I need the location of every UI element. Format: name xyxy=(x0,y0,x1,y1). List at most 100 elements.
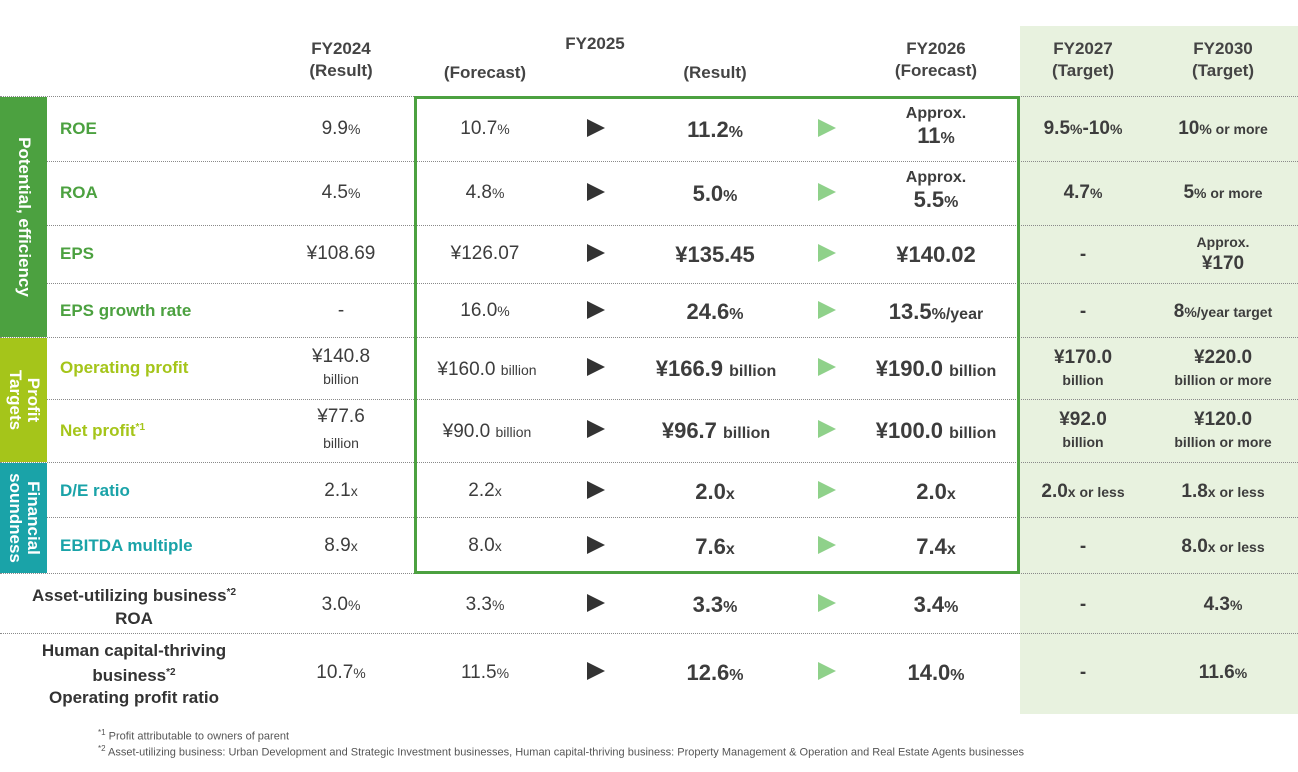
eps-fy2025-result: ¥135.45 xyxy=(675,242,755,267)
roa-fy2025-result: 5.0% xyxy=(692,181,738,206)
header-fy2025-forecast: (Forecast) xyxy=(443,63,527,82)
arrow-dark-icon xyxy=(587,244,605,262)
roa-fy2025-forecast: 4.8% xyxy=(465,182,505,203)
asset-roa-fy2025-result: 3.3% xyxy=(692,592,738,617)
roe-fy2027-target: 9.5%-10% xyxy=(1043,118,1123,139)
row-label-human-capital-op-ratio: Human capital-thriving business*2 Operat… xyxy=(41,641,227,707)
op-profit-fy2025-forecast: ¥160.0 billion xyxy=(437,359,537,380)
op-profit-fy2027-target: ¥170.0 billion xyxy=(1053,347,1113,388)
row-label-de-ratio: D/E ratio xyxy=(60,481,130,500)
header-fy2025-result: (Result) xyxy=(683,63,747,82)
eps-growth-fy2024: - xyxy=(337,300,345,321)
ebitda-fy2025-forecast: 8.0x xyxy=(468,535,502,556)
row-divider xyxy=(47,517,1298,518)
op-profit-fy2026-forecast: ¥190.0 billion xyxy=(875,356,997,381)
row-divider xyxy=(47,399,1298,400)
row-divider xyxy=(47,225,1298,226)
ebitda-fy2026-forecast: 7.4x xyxy=(916,534,956,559)
arrow-dark-icon xyxy=(587,301,605,319)
de-ratio-fy2027-target: 2.0x or less xyxy=(1041,481,1125,502)
row-label-roe: ROE xyxy=(60,119,97,138)
target-columns-background xyxy=(1020,26,1298,714)
eps-growth-fy2025-result: 24.6% xyxy=(686,299,744,324)
arrow-green-icon xyxy=(818,594,836,612)
row-divider xyxy=(47,283,1298,284)
asset-roa-fy2030-target: 4.3% xyxy=(1203,594,1243,615)
header-fy2027: FY2027 (Target) xyxy=(1051,39,1114,80)
band-potential-efficiency: Potential, efficiency xyxy=(0,97,47,337)
band-profit-targets: Profit Targets xyxy=(0,338,47,462)
asset-roa-fy2025-forecast: 3.3% xyxy=(465,594,505,615)
row-label-eps-growth-rate: EPS growth rate xyxy=(60,301,192,320)
row-label-eps: EPS xyxy=(60,244,95,263)
asset-roa-fy2024: 3.0% xyxy=(321,594,361,615)
arrow-green-icon xyxy=(818,481,836,499)
de-ratio-fy2030-target: 1.8x or less xyxy=(1181,481,1265,502)
de-ratio-fy2024: 2.1x xyxy=(324,480,358,501)
ebitda-fy2030-target: 8.0x or less xyxy=(1181,536,1265,557)
human-op-fy2025-result: 12.6% xyxy=(686,660,744,685)
header-fy2025: FY2025 xyxy=(565,34,625,53)
arrow-green-icon xyxy=(818,420,836,438)
arrow-dark-icon xyxy=(587,662,605,680)
row-divider xyxy=(0,462,1298,463)
op-profit-fy2030-target: ¥220.0 billion or more xyxy=(1174,347,1272,388)
ebitda-fy2027-target: - xyxy=(1079,536,1087,557)
roe-fy2024: 9.9% xyxy=(321,118,361,139)
eps-growth-fy2030-target: 8%/year target xyxy=(1173,301,1273,322)
arrow-green-icon xyxy=(818,183,836,201)
roe-fy2025-forecast: 10.7% xyxy=(460,118,510,139)
roa-fy2027-target: 4.7% xyxy=(1063,182,1103,203)
eps-fy2030-target: Approx. ¥170 xyxy=(1196,234,1250,274)
row-divider xyxy=(0,337,1298,338)
eps-growth-fy2025-forecast: 16.0% xyxy=(460,300,510,321)
ebitda-fy2025-result: 7.6x xyxy=(695,534,735,559)
eps-growth-fy2026-forecast: 13.5%/year xyxy=(888,299,984,324)
roa-fy2030-target: 5% or more xyxy=(1183,182,1263,203)
op-profit-fy2025-result: ¥166.9 billion xyxy=(655,356,777,381)
net-profit-fy2030-target: ¥120.0 billion or more xyxy=(1174,409,1272,450)
row-label-ebitda-multiple: EBITDA multiple xyxy=(60,536,193,555)
arrow-green-icon xyxy=(818,119,836,137)
eps-fy2024: ¥108.69 xyxy=(306,243,376,264)
net-profit-fy2025-result: ¥96.7 billion xyxy=(661,418,771,443)
row-divider xyxy=(47,161,1298,162)
arrow-dark-icon xyxy=(587,420,605,438)
human-op-fy2026-forecast: 14.0% xyxy=(907,660,965,685)
arrow-dark-icon xyxy=(587,536,605,554)
eps-fy2025-forecast: ¥126.07 xyxy=(450,243,520,264)
net-profit-fy2027-target: ¥92.0 billion xyxy=(1059,409,1107,450)
de-ratio-fy2026-forecast: 2.0x xyxy=(916,479,956,504)
arrow-dark-icon xyxy=(587,358,605,376)
arrow-green-icon xyxy=(818,536,836,554)
human-op-fy2030-target: 11.6% xyxy=(1198,662,1248,683)
row-label-roa: ROA xyxy=(60,183,98,202)
roa-fy2024: 4.5% xyxy=(321,182,361,203)
human-op-fy2024: 10.7% xyxy=(316,662,366,683)
arrow-dark-icon xyxy=(587,594,605,612)
header-fy2024: FY2024 (Result) xyxy=(309,39,373,80)
arrow-green-icon xyxy=(818,301,836,319)
footnote-1: *1 Profit attributable to owners of pare… xyxy=(98,728,289,743)
header-fy2030: FY2030 (Target) xyxy=(1191,39,1254,80)
human-op-fy2027-target: - xyxy=(1079,662,1087,683)
arrow-dark-icon xyxy=(587,119,605,137)
footnote-2: *2 Asset-utilizing business: Urban Devel… xyxy=(98,744,1024,759)
asset-roa-fy2027-target: - xyxy=(1079,594,1087,615)
fy2025-fy2026-highlight-frame xyxy=(414,96,1020,574)
header-fy2026: FY2026 (Forecast) xyxy=(894,39,978,80)
eps-fy2026-forecast: ¥140.02 xyxy=(896,242,976,267)
row-label-operating-profit: Operating profit xyxy=(60,358,189,377)
arrow-green-icon xyxy=(818,662,836,680)
arrow-green-icon xyxy=(818,358,836,376)
human-op-fy2025-forecast: 11.5% xyxy=(460,662,510,683)
net-profit-fy2026-forecast: ¥100.0 billion xyxy=(875,418,997,443)
net-profit-fy2024: ¥77.6 billion xyxy=(317,406,365,451)
roe-fy2026-forecast: Approx. 11% xyxy=(905,105,967,148)
arrow-green-icon xyxy=(818,244,836,262)
arrow-dark-icon xyxy=(587,481,605,499)
op-profit-fy2024: ¥140.8 billion xyxy=(311,346,371,387)
roe-fy2025-result: 11.2% xyxy=(687,117,743,142)
roe-fy2030-target: 10% or more xyxy=(1178,118,1268,139)
de-ratio-fy2025-result: 2.0x xyxy=(695,479,735,504)
